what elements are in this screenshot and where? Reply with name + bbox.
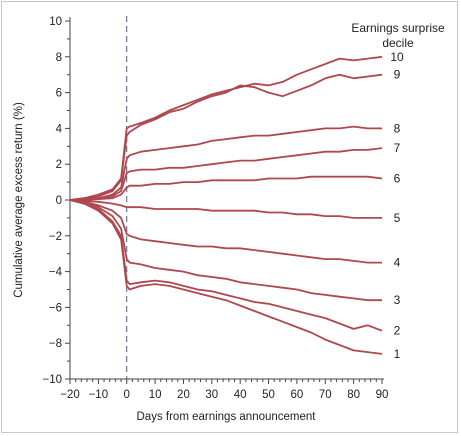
y-tick-label: 10 (49, 16, 62, 28)
x-tick-label: −10 (89, 389, 109, 401)
x-tick-label: 20 (177, 389, 190, 401)
y-tick-label: 0 (56, 195, 62, 207)
series-line-decile-2 (69, 199, 383, 332)
series-label-decile-7: 7 (394, 141, 401, 155)
series-label-decile-10: 10 (390, 50, 404, 64)
legend-title-line2: decile (382, 36, 414, 50)
y-tick-label: −2 (49, 231, 62, 243)
legend-title-line1: Earnings surprise (351, 21, 445, 35)
y-tick-label: −8 (49, 338, 62, 350)
series-line-decile-6 (70, 175, 383, 201)
series-label-decile-1: 1 (394, 347, 401, 361)
y-tick-label: −10 (42, 374, 62, 386)
series-label-decile-4: 4 (394, 256, 401, 270)
series-line-decile-9 (69, 73, 383, 201)
y-tick-label: 6 (56, 88, 62, 100)
y-tick-label: 2 (56, 159, 62, 171)
x-tick-label: 50 (262, 389, 275, 401)
series-label-decile-5: 5 (394, 211, 401, 225)
series-line-decile-5 (69, 199, 382, 219)
x-tick-label: 30 (205, 389, 218, 401)
x-tick-label: 10 (149, 389, 162, 401)
series-line-decile-4 (69, 199, 382, 264)
x-tick-label: 40 (234, 389, 247, 401)
series-label-decile-9: 9 (394, 68, 401, 82)
x-tick-label: 0 (124, 389, 130, 401)
series-layer (69, 55, 383, 355)
series-line-decile-1 (69, 199, 383, 355)
series-line-decile-7 (69, 147, 383, 201)
y-tick-label: −4 (49, 267, 63, 279)
y-tick-label: 8 (56, 52, 62, 64)
labels-layer: 10 9 8 7 6 5 4 3 2 1 (390, 50, 404, 361)
y-tick-label: −6 (49, 302, 62, 314)
series-label-decile-2: 2 (394, 324, 401, 338)
x-tick-label: 80 (347, 389, 360, 401)
series-label-decile-3: 3 (394, 293, 401, 307)
series-line-decile-8 (69, 125, 382, 201)
x-tick-label: 70 (319, 389, 332, 401)
series-label-decile-8: 8 (394, 121, 401, 135)
x-tick-label: 60 (291, 389, 304, 401)
x-tick-label: −20 (60, 389, 80, 401)
x-tick-label: 90 (376, 389, 389, 401)
y-tick-label: 4 (56, 123, 63, 135)
series-label-decile-6: 6 (394, 172, 401, 186)
y-axis-title: Cumulative average excess return (%) (13, 102, 25, 298)
x-axis-title: Days from earnings announcement (137, 411, 317, 423)
series-line-decile-3 (69, 199, 382, 302)
